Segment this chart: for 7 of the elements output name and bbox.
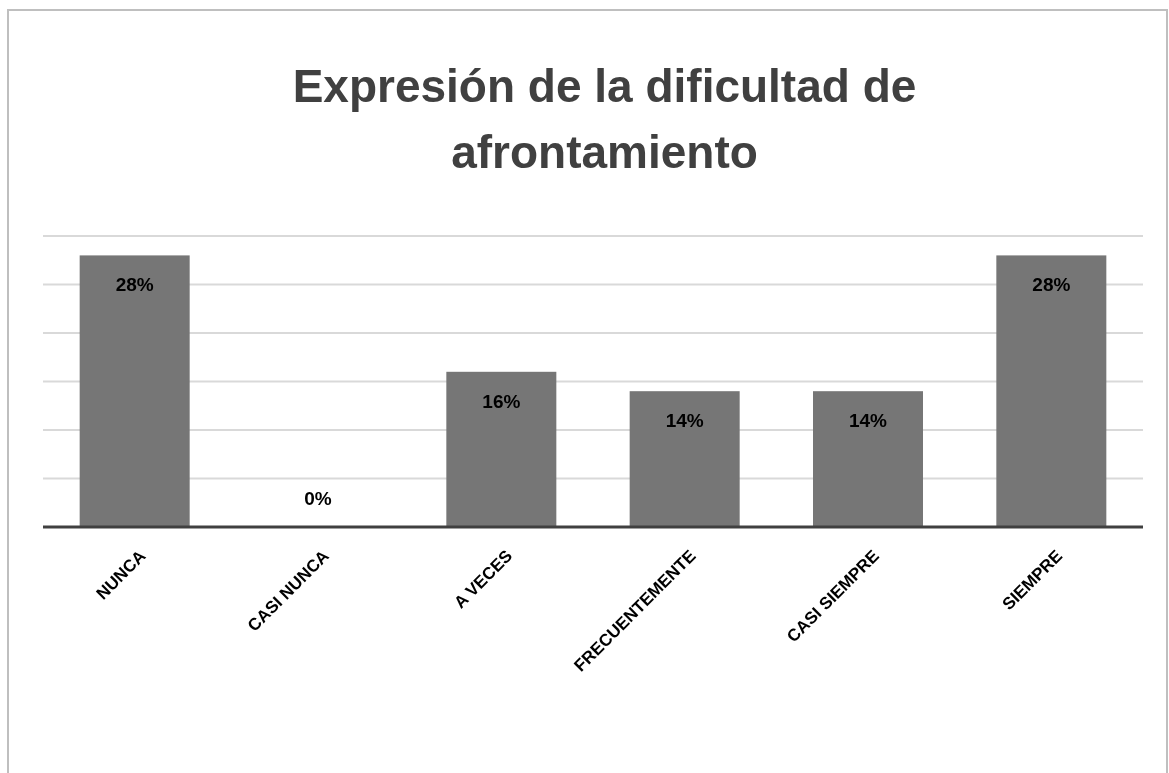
chart-title: Expresión de la dificultad de afrontamiento — [292, 60, 917, 178]
data-label: 16% — [482, 390, 521, 412]
data-label: 28% — [115, 274, 154, 296]
data-label: 0% — [304, 488, 332, 509]
data-label: 28% — [1032, 274, 1071, 296]
data-label: 14% — [665, 410, 704, 432]
data-label: 14% — [848, 410, 888, 432]
